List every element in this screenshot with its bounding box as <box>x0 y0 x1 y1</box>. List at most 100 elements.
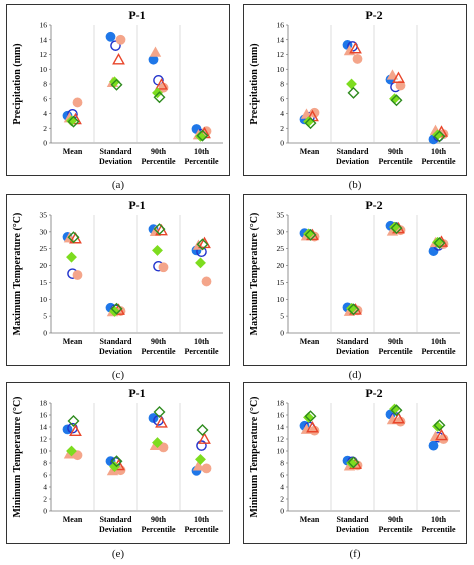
y-tick-label: 8 <box>280 459 284 468</box>
x-category-label: Percentile <box>378 525 413 534</box>
data-point <box>304 117 317 130</box>
x-category-label: Percentile <box>184 347 219 356</box>
x-category-label: Mean <box>63 147 83 156</box>
x-category-label: Deviation <box>99 525 132 534</box>
data-point <box>196 238 209 251</box>
y-tick-label: 35 <box>277 211 285 220</box>
x-category-label: Percentile <box>184 157 219 166</box>
x-category-label: Standard <box>336 337 369 346</box>
y-tick-label: 30 <box>277 227 285 236</box>
data-point <box>153 406 166 418</box>
chart-title: P-1 <box>128 198 145 212</box>
y-tick-label: 16 <box>40 411 48 420</box>
chart-d-svg: P-2 Maximum Temperature (°C) 0 5 10 15 20 25 30 3… <box>249 198 460 356</box>
y-tick-label: 0 <box>280 329 284 338</box>
data-point <box>196 440 207 451</box>
y-tick-label: 6 <box>280 471 284 480</box>
x-category-label: Percentile <box>184 525 219 534</box>
y-tick-label: 0 <box>280 507 284 516</box>
y-tick-label: 4 <box>280 109 284 118</box>
y-tick-label: 12 <box>277 50 285 59</box>
x-category-label: 90th <box>388 147 404 156</box>
y-tick-label: 2 <box>43 495 47 504</box>
y-tick-label: 2 <box>280 495 284 504</box>
data-point <box>105 31 116 42</box>
y-tick-label: 14 <box>277 423 285 432</box>
y-tick-label: 4 <box>43 483 47 492</box>
y-tick-label: 14 <box>40 35 48 44</box>
x-category-label: Percentile <box>421 525 456 534</box>
data-point <box>196 424 209 436</box>
data-point <box>352 54 363 64</box>
chart-title: P-2 <box>365 8 382 22</box>
y-tick-label: 16 <box>277 411 285 420</box>
panel-c: P-1 Maximum Temperature (°C) 0 5 10 15 20 25 30 3… <box>6 194 230 366</box>
x-category-label: Percentile <box>378 347 413 356</box>
data-point <box>152 437 163 449</box>
panel-d: P-2 Maximum Temperature (°C) 0 5 10 15 20 25 30 3… <box>243 194 467 366</box>
y-tick-label: 14 <box>40 423 48 432</box>
x-category-label: Mean <box>300 337 320 346</box>
data-point <box>346 78 357 90</box>
y-axis-label: Maximum Temperature (°C) <box>12 213 23 336</box>
y-tick-label: 25 <box>277 244 285 253</box>
chart-b-svg: P-2 Precipitation (mm) 0 2 4 6 8 10 12 14 16 Mean St… <box>249 8 460 166</box>
data-point <box>390 222 403 235</box>
data-point <box>110 78 123 91</box>
data-point <box>433 419 446 432</box>
data-point <box>349 41 362 54</box>
data-point <box>66 251 77 263</box>
y-tick-label: 12 <box>277 435 285 444</box>
x-category-label: Percentile <box>141 157 176 166</box>
x-category-label: Mean <box>300 515 320 524</box>
data-point <box>66 445 77 457</box>
y-axis-label: Minimum Temperature (°C) <box>249 396 260 517</box>
y-tick-label: 4 <box>43 109 47 118</box>
y-tick-label: 25 <box>40 244 48 253</box>
panel-d-caption: (d) <box>348 369 362 381</box>
y-axis-label: Minimum Temperature (°C) <box>12 396 23 517</box>
data-point <box>201 276 212 287</box>
x-category-label: Standard <box>99 337 132 346</box>
y-tick-label: 10 <box>277 447 285 456</box>
y-tick-label: 16 <box>40 21 48 30</box>
chart-title: P-1 <box>128 386 145 400</box>
data-point <box>306 420 319 433</box>
y-tick-label: 10 <box>277 295 285 304</box>
x-category-label: Percentile <box>378 157 413 166</box>
x-category-label: Standard <box>336 515 369 524</box>
data-point <box>155 78 168 90</box>
data-point <box>196 129 209 142</box>
data-point <box>115 34 126 45</box>
y-tick-label: 5 <box>280 312 284 321</box>
x-category-label: 10th <box>431 147 447 156</box>
panel-b: P-2 Precipitation (mm) 0 2 4 6 8 10 12 14 16 Mean St… <box>243 4 467 176</box>
panel-c-caption: (c) <box>111 369 125 381</box>
y-tick-label: 20 <box>40 261 48 270</box>
x-category-label: 10th <box>194 515 210 524</box>
x-category-label: 10th <box>194 337 210 346</box>
chart-a-svg: P-1 Precipitation (mm) 0 2 4 6 8 10 12 14 16 Mean St… <box>12 8 223 166</box>
data-point <box>347 86 360 99</box>
chart-title: P-1 <box>128 8 145 22</box>
y-tick-label: 0 <box>43 507 47 516</box>
data-point <box>428 246 439 256</box>
chart-title: P-2 <box>365 386 382 400</box>
data-point <box>152 244 163 256</box>
chart-c-svg: P-1 Maximum Temperature (°C) 0 5 10 15 20 25 30 3… <box>12 198 223 356</box>
data-point <box>304 228 317 241</box>
data-point <box>67 115 80 128</box>
y-tick-label: 10 <box>40 65 48 74</box>
panel-e-caption: (e) <box>111 548 125 560</box>
y-tick-label: 8 <box>43 80 47 89</box>
y-tick-label: 6 <box>43 471 47 480</box>
data-point <box>392 71 405 83</box>
y-tick-label: 0 <box>280 139 284 148</box>
data-point <box>110 302 123 315</box>
x-category-label: Deviation <box>99 347 132 356</box>
data-point <box>198 236 211 249</box>
y-tick-label: 2 <box>280 124 284 133</box>
data-point <box>195 130 206 142</box>
data-point <box>66 115 77 127</box>
y-axis-label: Precipitation (mm) <box>12 43 23 124</box>
